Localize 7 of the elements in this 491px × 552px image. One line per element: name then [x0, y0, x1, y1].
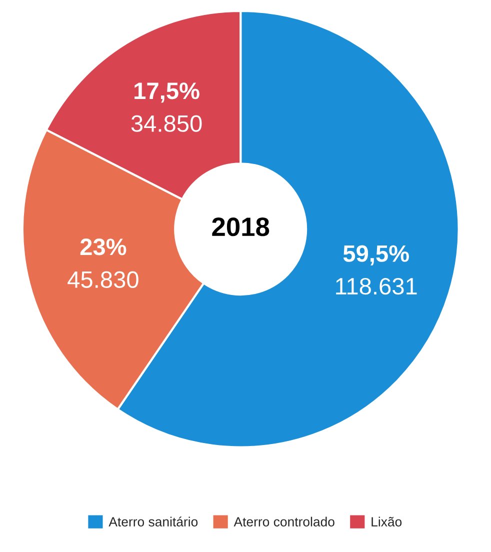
data-label: 59,5% 118.631 — [336, 245, 417, 295]
text: 2018 — [212, 217, 270, 236]
legend-label: Lixão — [372, 516, 402, 526]
legend-label: Aterro controlado — [234, 516, 334, 526]
data-label: 17,5% 34.850 — [131, 82, 202, 132]
legend-label: Aterro sanitário — [108, 516, 198, 526]
data-label: 23% 45.830 — [68, 238, 138, 288]
